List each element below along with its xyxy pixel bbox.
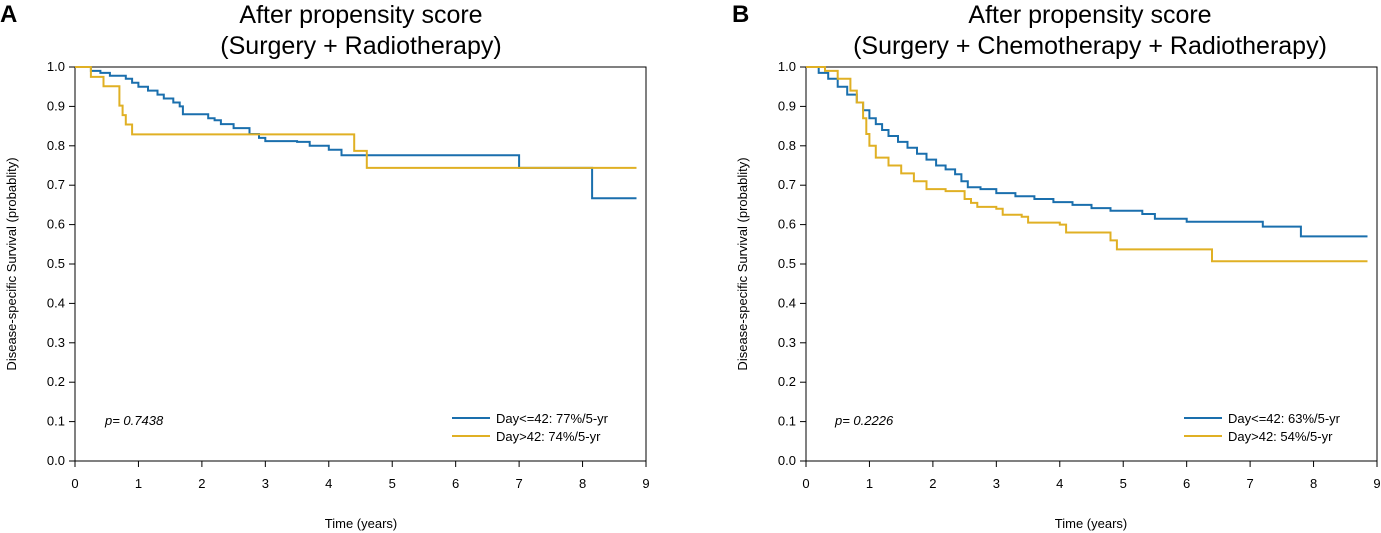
panel-b-y-tick-label: 0.2 xyxy=(778,374,796,389)
panel-b-series-line-early xyxy=(806,66,1368,238)
panel-b-plot-box xyxy=(805,66,1378,462)
panel-a-plot-box xyxy=(74,66,647,462)
panel-a-x-tick-label: 5 xyxy=(389,476,396,491)
panel-a-title-line2: (Surgery + Radiotherapy) xyxy=(220,32,501,60)
panel-b-y-axis-label: Disease-specific Survival (probablity) xyxy=(735,157,750,370)
panel-a-legend: Day<=42: 77%/5-yr Day>42: 74%/5-yr xyxy=(452,411,609,444)
panel-a-y-tick-label: 0.8 xyxy=(47,138,65,153)
panel-a-y-tick-label: 0.0 xyxy=(47,453,65,468)
panel-b-y-tick-label: 0.0 xyxy=(778,453,796,468)
panel-b-y-tick-label: 1.0 xyxy=(778,59,796,74)
panel-a-x-tick-label: 8 xyxy=(579,476,586,491)
panel-a-y-tick-label: 1.0 xyxy=(47,59,65,74)
panel-a-x-tick-label: 7 xyxy=(515,476,522,491)
panel-b-y-tick-label: 0.9 xyxy=(778,98,796,113)
panel-b-series-line-late xyxy=(806,66,1368,263)
panel-a-x-tick-label: 0 xyxy=(71,476,78,491)
panel-a-series xyxy=(75,66,637,200)
panel-b-y-ticks: 0.0 0.1 0.2 0.3 0.4 0.5 0.6 0.7 0.8 0.9 1.0 xyxy=(778,59,806,468)
panel-a-series-line-early xyxy=(75,66,637,200)
panel-b-series xyxy=(806,66,1368,263)
panel-a-x-tick-label: 1 xyxy=(135,476,142,491)
panel-b-x-tick-label: 0 xyxy=(802,476,809,491)
panel-a-y-tick-label: 0.1 xyxy=(47,414,65,429)
panel-a-legend-label-late: Day>42: 74%/5-yr xyxy=(496,429,601,444)
panel-b-title-line2: (Surgery + Chemotherapy + Radiotherapy) xyxy=(853,32,1327,60)
panel-b-y-tick-label: 0.8 xyxy=(778,138,796,153)
panel-a-legend-label-early: Day<=42: 77%/5-yr xyxy=(496,411,609,426)
panel-a-title-line1: After propensity score xyxy=(239,1,482,29)
panel-a: A After propensity score (Surgery + Radi… xyxy=(0,1,650,531)
panel-a-x-tick-label: 4 xyxy=(325,476,332,491)
panel-a-x-tick-label: 9 xyxy=(642,476,649,491)
panel-b-x-tick-label: 9 xyxy=(1373,476,1380,491)
panel-a-letter: A xyxy=(0,1,17,28)
panel-b-y-tick-label: 0.6 xyxy=(778,217,796,232)
panel-a-series-line-late xyxy=(75,66,637,169)
panel-b-x-tick-label: 5 xyxy=(1120,476,1127,491)
panel-a-y-ticks: 0.0 0.1 0.2 0.3 0.4 0.5 0.6 0.7 0.8 0.9 1.0 xyxy=(47,59,75,468)
panel-a-y-tick-label: 0.5 xyxy=(47,256,65,271)
panel-b-p-value: p= 0.2226 xyxy=(834,413,894,428)
panel-b-y-tick-label: 0.3 xyxy=(778,335,796,350)
panel-a-x-axis-label: Time (years) xyxy=(325,516,397,531)
panel-a-x-tick-label: 2 xyxy=(198,476,205,491)
panel-b-y-tick-label: 0.7 xyxy=(778,177,796,192)
panel-b-title-line1: After propensity score xyxy=(968,1,1211,29)
panel-a-p-value: p= 0.7438 xyxy=(104,413,164,428)
panel-b-y-tick-label: 0.5 xyxy=(778,256,796,271)
panel-b-x-tick-label: 3 xyxy=(993,476,1000,491)
panel-b-x-tick-label: 1 xyxy=(866,476,873,491)
panel-b-legend-label-late: Day>42: 54%/5-yr xyxy=(1228,429,1333,444)
panel-a-x-ticks: 0 1 2 3 4 5 6 7 8 9 xyxy=(71,461,650,491)
panel-b-x-ticks: 0 1 2 3 4 5 6 7 8 9 xyxy=(802,461,1381,491)
panel-b-x-axis-label: Time (years) xyxy=(1055,516,1127,531)
panel-b-y-tick-label: 0.4 xyxy=(778,295,796,310)
panel-a-y-axis-label: Disease-specific Survival (probablity) xyxy=(4,157,19,370)
panel-b-legend: Day<=42: 63%/5-yr Day>42: 54%/5-yr xyxy=(1184,411,1341,444)
panel-a-y-tick-label: 0.6 xyxy=(47,217,65,232)
panel-b-x-tick-label: 2 xyxy=(929,476,936,491)
panel-a-y-tick-label: 0.3 xyxy=(47,335,65,350)
panel-b-x-tick-label: 4 xyxy=(1056,476,1063,491)
panel-b-letter: B xyxy=(732,1,749,28)
panel-a-y-tick-label: 0.2 xyxy=(47,374,65,389)
panel-a-y-tick-label: 0.7 xyxy=(47,177,65,192)
panel-b-y-tick-label: 0.1 xyxy=(778,414,796,429)
panel-b-legend-label-early: Day<=42: 63%/5-yr xyxy=(1228,411,1341,426)
panel-b-x-tick-label: 8 xyxy=(1310,476,1317,491)
panel-b: B After propensity score (Surgery + Chem… xyxy=(732,1,1381,531)
panel-a-y-tick-label: 0.9 xyxy=(47,98,65,113)
panel-b-x-tick-label: 7 xyxy=(1246,476,1253,491)
panel-a-x-tick-label: 6 xyxy=(452,476,459,491)
panel-b-x-tick-label: 6 xyxy=(1183,476,1190,491)
panel-a-x-tick-label: 3 xyxy=(262,476,269,491)
panel-a-y-tick-label: 0.4 xyxy=(47,295,65,310)
